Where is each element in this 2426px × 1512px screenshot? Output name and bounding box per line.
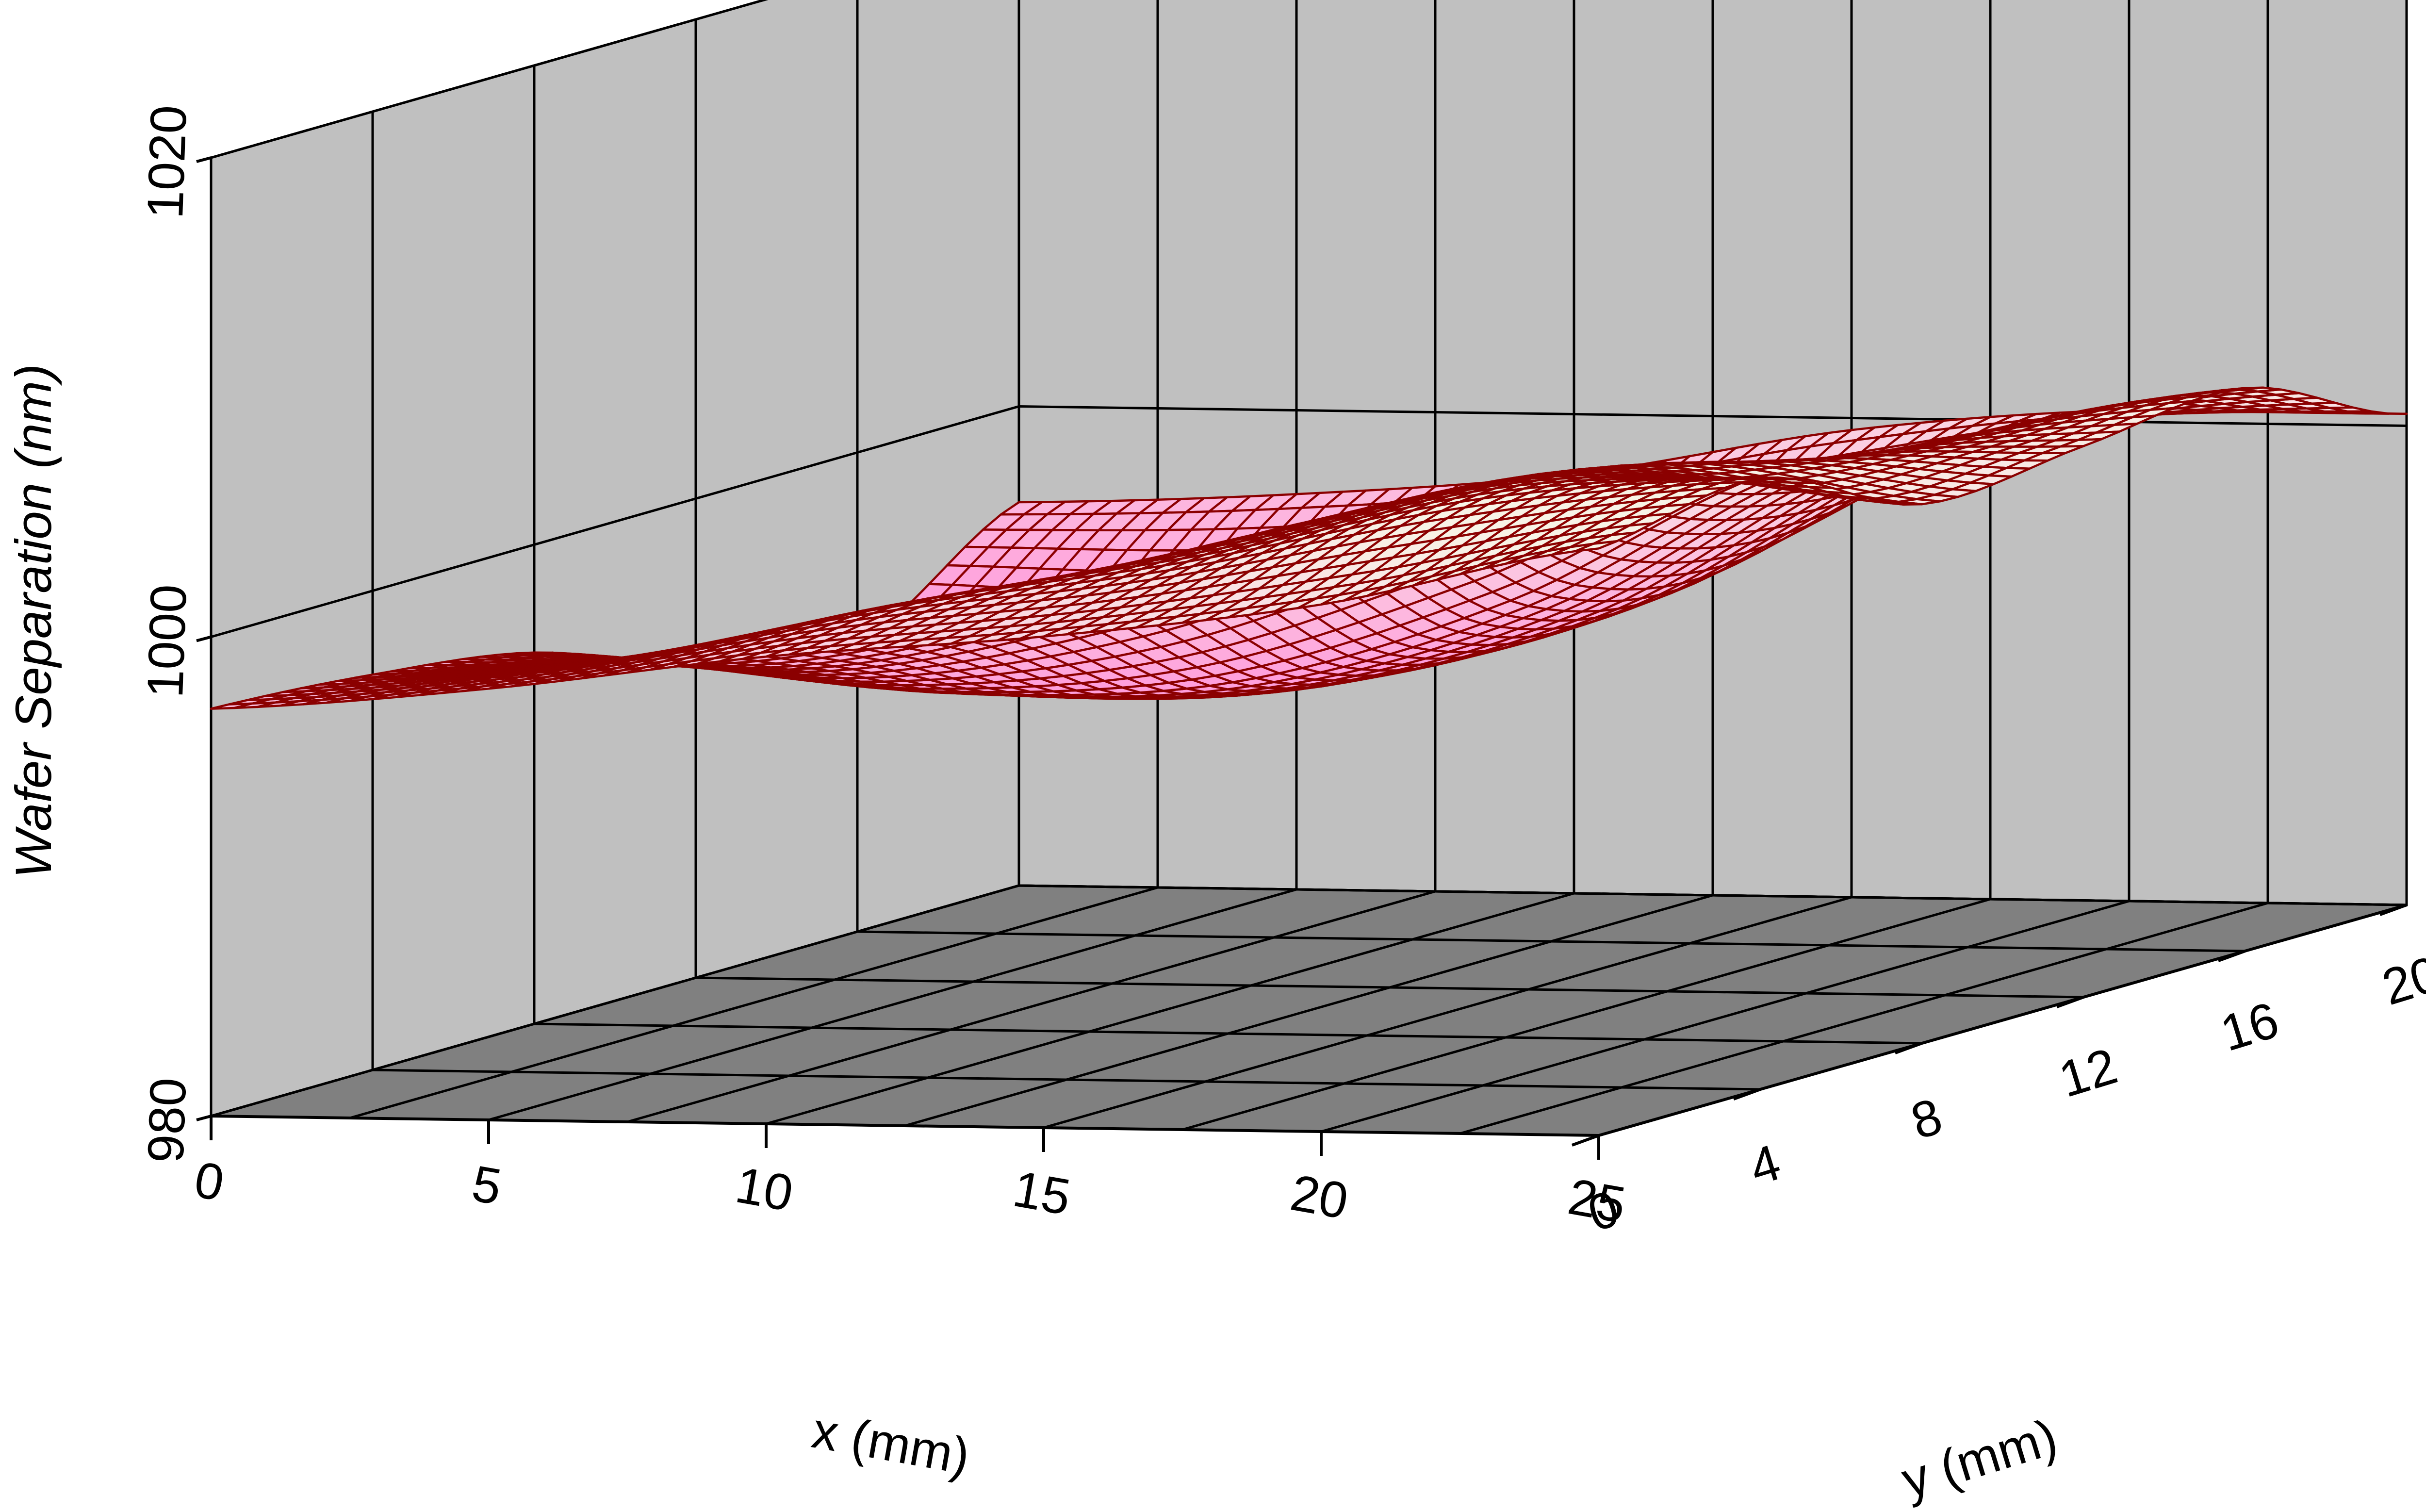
y-tick-label: 16 bbox=[2214, 991, 2285, 1062]
y-tick-label: 12 bbox=[2053, 1037, 2124, 1108]
z-tick-mark bbox=[197, 1116, 211, 1120]
z-tick-label: 1020 bbox=[137, 104, 197, 220]
z-tick-label: 980 bbox=[137, 1077, 197, 1164]
x-tick-label: 0 bbox=[190, 1151, 228, 1212]
x-axis-title: x (mm) bbox=[808, 1402, 974, 1485]
y-tick-label: 8 bbox=[1905, 1088, 1949, 1150]
z-axis-title: Wafer Separation (nm) bbox=[5, 364, 62, 878]
z-tick-label: 1000 bbox=[137, 583, 197, 699]
x-tick-label: 5 bbox=[468, 1155, 506, 1216]
x-tick-label: 10 bbox=[731, 1156, 797, 1222]
y-tick-label: 20 bbox=[2376, 945, 2426, 1016]
y-tick-label: 4 bbox=[1743, 1134, 1787, 1197]
z-tick-mark bbox=[197, 158, 211, 162]
z-tick-mark bbox=[197, 637, 211, 641]
x-tick-label: 15 bbox=[1009, 1160, 1074, 1226]
x-tick-label: 20 bbox=[1286, 1164, 1352, 1230]
y-axis-title: y (mm) bbox=[1895, 1408, 2063, 1509]
y-tick-mark bbox=[1572, 1135, 1599, 1145]
